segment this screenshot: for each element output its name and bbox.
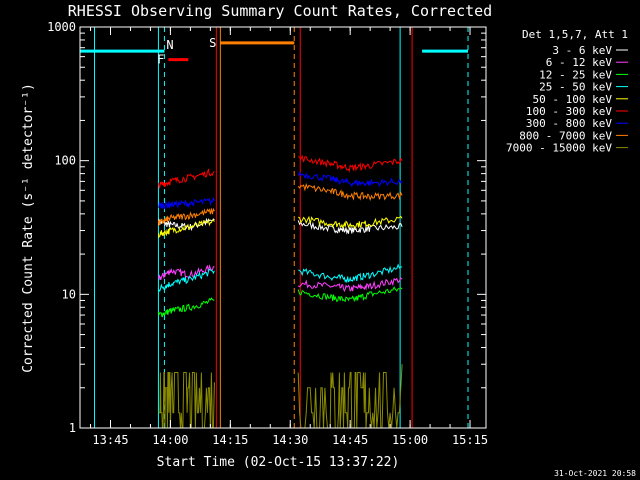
timestamp-footer: 31-Oct-2021 20:58 [554, 469, 636, 478]
series-line [297, 263, 403, 284]
x-tick-label: 15:15 [452, 433, 488, 447]
legend-entry-label: 800 - 7000 keV [519, 129, 612, 142]
series-line [297, 286, 403, 303]
series-line [157, 207, 215, 227]
legend-entry-label: 300 - 800 keV [526, 117, 612, 130]
series-line [157, 167, 215, 189]
legend-entry-label: 7000 - 15000 keV [506, 142, 612, 155]
plot-frame [79, 26, 487, 429]
series-line [157, 297, 215, 318]
series-line [157, 268, 215, 293]
series-line [297, 277, 403, 293]
y-tick-label: 10 [62, 287, 76, 301]
legend-entry-label: 12 - 25 keV [539, 68, 612, 81]
legend-entry-label: 3 - 6 keV [552, 44, 612, 57]
series-line [157, 196, 215, 210]
x-tick-label: 14:15 [212, 433, 248, 447]
legend-entry-label: 25 - 50 keV [539, 81, 612, 94]
x-tick-label: 14:00 [152, 433, 188, 447]
y-tick-label: 1 [69, 421, 76, 435]
legend-title: Det 1,5,7, Att 1 [522, 28, 628, 41]
x-tick-label: 14:45 [332, 433, 368, 447]
annotation-label: F [157, 53, 164, 67]
x-axis: 13:45 14:00 14:15 14:30 14:45 15:00 15:15 [90, 27, 488, 447]
y-axis-label: Corrected Count Rate (s⁻¹ detector⁻¹) [21, 83, 36, 373]
annotation-label: S [209, 36, 216, 50]
y-tick-label: 100 [54, 154, 76, 168]
legend-entry-label: 50 - 100 keV [533, 93, 613, 106]
series-line [157, 264, 215, 281]
x-tick-label: 14:30 [272, 433, 308, 447]
y-tick-label: 1000 [47, 20, 76, 34]
legend-entry-label: 6 - 12 keV [546, 56, 613, 69]
series-line [297, 182, 403, 202]
chart-title: RHESSI Observing Summary Count Rates, Co… [68, 2, 492, 20]
annotation-label: N [166, 38, 173, 52]
x-tick-label: 15:00 [392, 433, 428, 447]
legend-entry-label: 100 - 300 keV [526, 105, 612, 118]
x-tick-label: 13:45 [92, 433, 128, 447]
series-line [297, 215, 403, 229]
series-line [297, 170, 403, 188]
y-axis: 1 10 100 1000 [47, 20, 486, 435]
x-axis-label: Start Time (02-Oct-15 13:37:22) [157, 455, 400, 470]
series-line [157, 218, 215, 239]
plot-area: FN S [80, 27, 469, 429]
series-line [298, 154, 403, 173]
